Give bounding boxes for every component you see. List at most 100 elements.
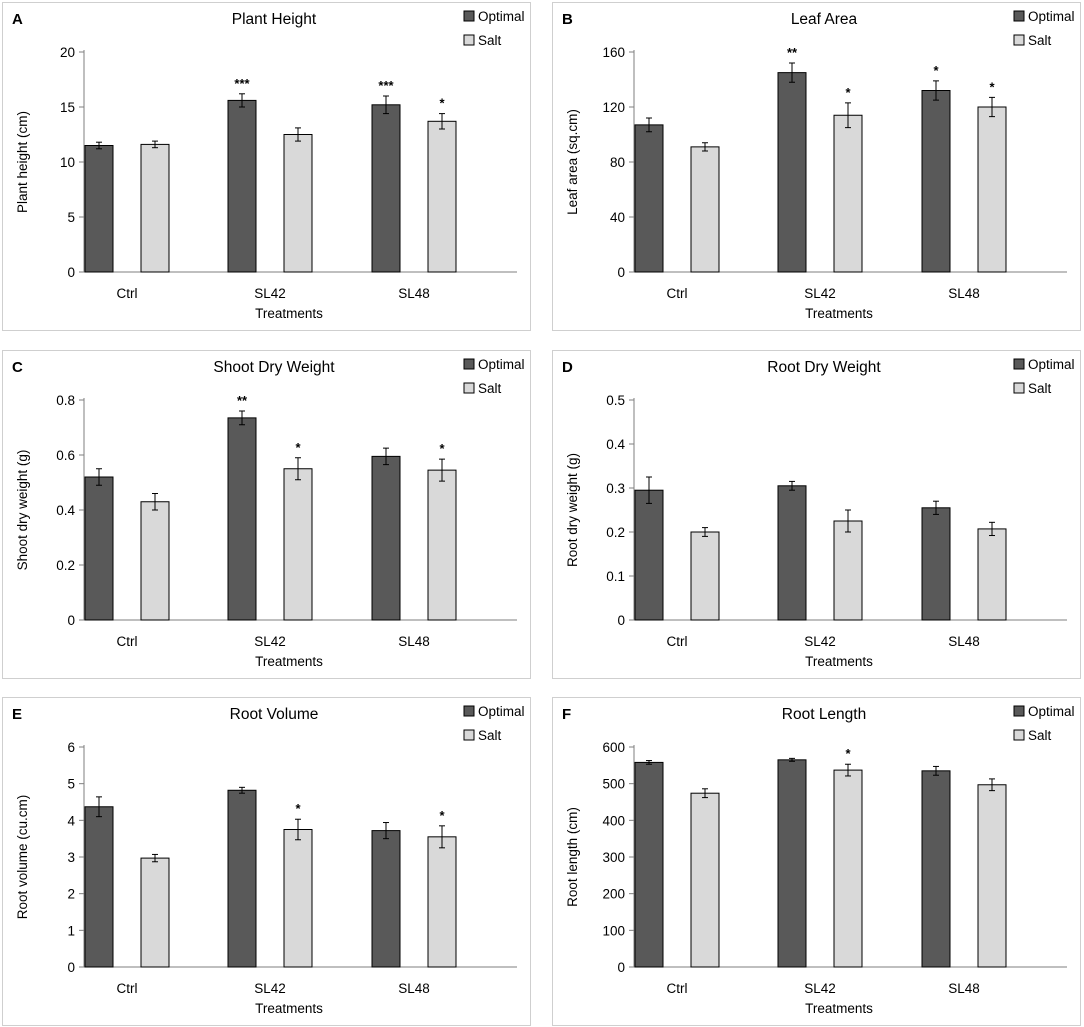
significance-marker: ** (787, 45, 798, 60)
panel-letter: C (12, 359, 23, 376)
x-axis-label: Treatments (255, 654, 323, 669)
x-axis-label: Treatments (805, 1001, 873, 1016)
y-tick-label: 600 (602, 740, 625, 755)
chart-panel-f: F Root Length Optimal Salt 0 100 200 300 400 500 6… (552, 697, 1082, 1027)
y-tick-label: 160 (602, 45, 625, 60)
bar-optimal-ctrl (634, 489, 664, 621)
x-tick-label: SL42 (804, 981, 836, 996)
bar-optimal-ctrl (634, 761, 664, 968)
bar-salt-sl48 (977, 528, 1007, 621)
x-axis-label: Treatments (805, 306, 873, 321)
y-tick-label: 2 (67, 887, 75, 902)
y-tick-label: 0 (67, 265, 75, 280)
chart-svg-f: F Root Length Optimal Salt 0 100 200 300 400 500 6… (552, 697, 1081, 1026)
panel-letter: A (12, 11, 23, 28)
panel-letter: B (562, 11, 573, 28)
x-axis-label: Treatments (805, 654, 873, 669)
x-tick-label: SL42 (804, 634, 836, 649)
bar-salt-sl42 (833, 769, 863, 968)
chart-title: Shoot Dry Weight (213, 359, 335, 376)
legend-swatch-salt (1013, 34, 1025, 46)
legend-label-salt: Salt (1028, 728, 1052, 743)
chart-panel-d: D Root Dry Weight Optimal Salt 0 0.1 0.2 0.3 0.4… (552, 350, 1082, 680)
legend-swatch-optimal (1013, 358, 1025, 370)
bar-optimal-sl48 (371, 455, 401, 621)
legend-swatch-optimal (1013, 10, 1025, 22)
y-tick-label: 0.1 (606, 569, 625, 584)
bar-salt-sl42 (833, 520, 863, 621)
significance-marker: ** (237, 393, 248, 408)
y-tick-label: 0.3 (606, 481, 625, 496)
chart-panel-a: A Plant Height Optimal Salt 0 5 10 15 20 Ctrl *** S… (2, 2, 532, 332)
bar-salt-sl48 (977, 106, 1007, 273)
y-tick-label: 0 (67, 960, 75, 975)
panel-frame (552, 350, 1081, 679)
legend-swatch-salt (463, 382, 475, 394)
bar-salt-ctrl (690, 531, 720, 621)
significance-marker: *** (234, 76, 250, 91)
bar-salt-sl42 (283, 829, 313, 968)
x-axis-label: Treatments (255, 306, 323, 321)
y-tick-label: 3 (67, 850, 75, 865)
bar-optimal-sl48 (371, 104, 401, 273)
y-tick-label: 0.4 (56, 503, 75, 518)
y-tick-label: 400 (602, 813, 625, 828)
y-tick-label: 0.8 (56, 393, 75, 408)
bar-optimal-sl42 (227, 99, 257, 273)
y-axis-label: Root dry weight (g) (565, 453, 580, 567)
x-tick-label: SL42 (254, 286, 286, 301)
bar-salt-ctrl (690, 792, 720, 968)
x-tick-label: SL48 (398, 286, 430, 301)
legend-label-optimal: Optimal (478, 357, 525, 372)
x-tick-label: Ctrl (667, 634, 688, 649)
legend-swatch-optimal (463, 10, 475, 22)
legend-label-salt: Salt (478, 33, 502, 48)
bar-optimal-sl42 (777, 485, 807, 621)
y-tick-label: 6 (67, 740, 75, 755)
y-tick-label: 15 (60, 100, 75, 115)
bar-salt-sl48 (427, 836, 457, 968)
y-tick-label: 5 (67, 210, 75, 225)
significance-marker: * (439, 441, 445, 456)
x-tick-label: SL42 (254, 981, 286, 996)
y-tick-label: 4 (67, 813, 75, 828)
y-tick-label: 300 (602, 850, 625, 865)
bar-salt-sl48 (427, 469, 457, 621)
bar-optimal-sl42 (777, 759, 807, 968)
y-axis-label: Leaf area (sq.cm) (565, 109, 580, 215)
legend-swatch-salt (1013, 382, 1025, 394)
legend-swatch-salt (463, 729, 475, 741)
y-tick-label: 100 (602, 923, 625, 938)
x-tick-label: SL48 (948, 981, 980, 996)
legend-label-salt: Salt (478, 728, 502, 743)
significance-marker: * (295, 440, 301, 455)
panel-letter: D (562, 359, 573, 376)
legend-label-optimal: Optimal (1028, 9, 1075, 24)
y-axis-label: Root volume (cu.cm) (15, 795, 30, 920)
x-tick-label: Ctrl (117, 286, 138, 301)
legend-swatch-optimal (463, 358, 475, 370)
x-tick-label: SL42 (804, 286, 836, 301)
chart-svg-c: C Shoot Dry Weight Optimal Salt 0 0.2 0.4 0.6 0.… (2, 350, 531, 679)
legend-swatch-optimal (463, 705, 475, 717)
bar-salt-sl42 (833, 114, 863, 273)
x-tick-label: Ctrl (117, 981, 138, 996)
panel-letter: E (12, 706, 22, 723)
legend-label-optimal: Optimal (478, 704, 525, 719)
chart-panel-e: E Root Volume Optimal Salt 0 1 2 3 4 5 6 Ctrl * SL42 *… (2, 697, 532, 1027)
y-tick-label: 0.2 (606, 525, 625, 540)
chart-svg-e: E Root Volume Optimal Salt 0 1 2 3 4 5 6 Ctrl * SL42 *… (2, 697, 531, 1026)
bar-salt-sl48 (427, 120, 457, 273)
chart-panel-b: B Leaf Area Optimal Salt 0 40 80 120 160 Ctrl ** * S… (552, 2, 1082, 332)
x-tick-label: Ctrl (667, 981, 688, 996)
panel-frame (552, 2, 1081, 331)
bar-salt-ctrl (140, 857, 170, 968)
bar-optimal-ctrl (634, 124, 664, 273)
chart-title: Leaf Area (791, 11, 858, 28)
bar-optimal-sl48 (921, 90, 951, 273)
y-tick-label: 200 (602, 887, 625, 902)
y-tick-label: 0 (617, 613, 625, 628)
y-tick-label: 0 (617, 265, 625, 280)
chart-panel-c: C Shoot Dry Weight Optimal Salt 0 0.2 0.4 0.6 0.… (2, 350, 532, 680)
legend-swatch-salt (1013, 729, 1025, 741)
